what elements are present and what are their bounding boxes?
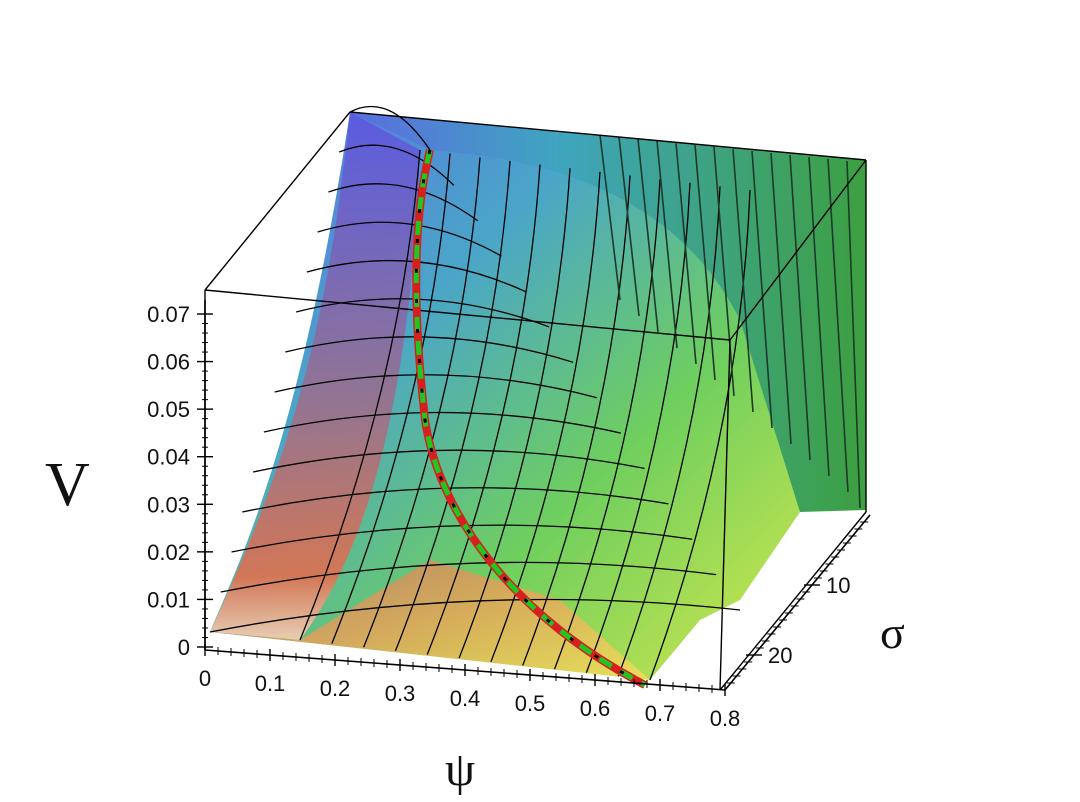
y-axis-ticks: 10 20 <box>726 521 869 684</box>
y-tick-label: 20 <box>768 643 792 668</box>
mesh-line <box>220 561 717 593</box>
x-tick-label: 0.8 <box>710 706 741 731</box>
mesh-line <box>285 336 574 363</box>
wall-stripe <box>637 138 659 333</box>
z-tick-label: 0.05 <box>147 397 190 422</box>
surface-grid-lines <box>209 105 751 681</box>
mesh-line <box>349 105 431 151</box>
mesh-line <box>522 175 631 666</box>
x-tick-label: 0.7 <box>645 701 676 726</box>
mesh-line <box>242 487 669 513</box>
x-tick-label: 0.2 <box>320 676 351 701</box>
z-axis-label: V <box>45 451 90 519</box>
x-tick-label: 0.3 <box>385 681 416 706</box>
mesh-line <box>331 153 451 644</box>
mesh-line <box>209 598 741 633</box>
x-axis-ticks: 0 0.1 0.2 0.3 0.4 0.5 0.6 0.7 0.8 <box>199 644 740 731</box>
wall-stripe <box>732 148 754 413</box>
z-tick-label: 0.01 <box>147 587 190 612</box>
x-tick-label: 0.6 <box>580 696 611 721</box>
mesh-line <box>363 157 481 648</box>
wall-stripe <box>846 160 861 509</box>
wall-stripe <box>618 136 640 317</box>
mesh-line <box>649 189 751 681</box>
z-tick-label: 0.07 <box>147 302 190 327</box>
x-axis-label: ψ <box>445 743 475 796</box>
mesh-line <box>458 168 571 659</box>
z-tick-label: 0.03 <box>147 492 190 517</box>
y-tick-label: 10 <box>826 573 850 598</box>
x-tick-label: 0.5 <box>515 691 546 716</box>
wall-stripe <box>827 158 849 493</box>
wall-stripes <box>599 134 861 509</box>
mesh-line <box>274 374 598 399</box>
z-tick-label: 0 <box>178 635 190 660</box>
mesh-line <box>295 298 550 328</box>
mesh-line <box>317 221 502 257</box>
y-axis-line <box>724 514 871 691</box>
mesh-line <box>263 411 621 434</box>
mesh-line <box>338 144 455 186</box>
surface-mesh <box>210 112 800 680</box>
mesh-line <box>394 160 511 652</box>
mesh-line <box>252 449 645 473</box>
x-tick-label: 0 <box>199 666 211 691</box>
mesh-line <box>553 179 661 670</box>
wall-stripe <box>656 140 678 349</box>
z-tick-label: 0.04 <box>147 445 190 470</box>
z-tick-label: 0.02 <box>147 540 190 565</box>
wall-stripe <box>694 144 716 381</box>
z-tick-label: 0.06 <box>147 350 190 375</box>
z-axis-ticks: 0 0.01 0.02 0.03 0.04 0.05 0.06 0.07 <box>147 302 213 660</box>
mesh-line <box>328 183 479 222</box>
mesh-line <box>617 186 721 677</box>
y-axis-label: σ <box>880 607 905 658</box>
wall-stripe <box>808 156 830 477</box>
x-tick-label: 0.1 <box>255 671 286 696</box>
wall-stripe <box>770 152 792 445</box>
wall-stripe <box>789 154 811 461</box>
mesh-line <box>299 149 421 641</box>
wall-stripe <box>713 146 735 397</box>
x-tick-label: 0.4 <box>450 686 481 711</box>
wall-stripe <box>751 150 773 429</box>
wall-stripe <box>599 134 621 301</box>
wall-stripe <box>675 142 697 365</box>
mesh-line <box>426 164 541 655</box>
boundary-curve <box>412 149 647 689</box>
